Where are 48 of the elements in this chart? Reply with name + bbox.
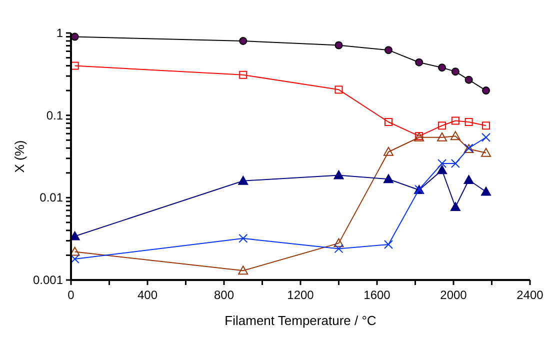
point bbox=[238, 266, 248, 275]
point bbox=[334, 238, 344, 248]
point bbox=[450, 202, 460, 212]
y-tick-label: 0.001 bbox=[32, 273, 64, 287]
point bbox=[384, 240, 393, 249]
x-tick-label: 2000 bbox=[440, 288, 468, 302]
point bbox=[482, 132, 491, 142]
point bbox=[383, 174, 394, 184]
point bbox=[464, 118, 473, 126]
point bbox=[437, 132, 448, 142]
x-tick-label: 1200 bbox=[287, 288, 314, 302]
point bbox=[415, 58, 424, 66]
point bbox=[334, 170, 344, 180]
point bbox=[464, 174, 474, 184]
point bbox=[239, 36, 248, 45]
point bbox=[451, 68, 460, 76]
point bbox=[450, 131, 460, 140]
x-tick-label: 0 bbox=[68, 288, 75, 302]
point bbox=[437, 165, 448, 174]
point bbox=[238, 176, 248, 185]
x-tick-label: 800 bbox=[214, 288, 234, 302]
point bbox=[481, 148, 492, 157]
point bbox=[70, 246, 80, 256]
x-tick-label: 1600 bbox=[364, 288, 391, 302]
point bbox=[482, 122, 490, 130]
point bbox=[238, 234, 248, 243]
point bbox=[334, 86, 343, 94]
point bbox=[239, 70, 248, 79]
point bbox=[438, 122, 446, 130]
x-axis-title: Filament Temperature / °C bbox=[224, 313, 376, 328]
point bbox=[451, 116, 460, 125]
point bbox=[438, 64, 446, 72]
point bbox=[334, 41, 343, 50]
x-tick-label: 400 bbox=[137, 288, 158, 302]
y-tick-label: 1 bbox=[56, 26, 64, 40]
y-axis-title: X (%) bbox=[12, 140, 27, 173]
point bbox=[334, 244, 344, 254]
point bbox=[481, 186, 492, 196]
point bbox=[482, 86, 490, 95]
y-tick-label: 0.1 bbox=[46, 108, 64, 122]
point bbox=[438, 159, 447, 168]
point bbox=[384, 46, 392, 54]
point bbox=[450, 159, 460, 168]
x-tick-label: 2400 bbox=[516, 288, 544, 302]
point bbox=[384, 118, 392, 126]
y-tick-label: 0.01 bbox=[40, 190, 64, 205]
point bbox=[464, 76, 473, 84]
point bbox=[383, 146, 394, 156]
